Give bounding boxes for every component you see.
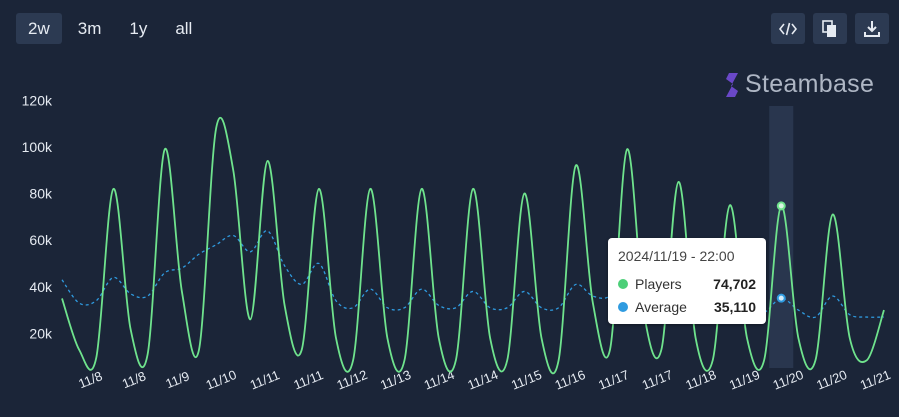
time-range-tabs: 2w 3m 1y all <box>16 13 204 44</box>
x-tick-label: 11/15 <box>509 367 544 393</box>
chart-toolbar <box>771 13 889 44</box>
x-tick-label: 11/13 <box>378 367 413 393</box>
x-tick-label: 11/18 <box>683 367 718 393</box>
y-tick-label: 120k <box>22 92 53 108</box>
tooltip-average-label: Average <box>635 298 687 315</box>
players-hover-point <box>776 201 786 211</box>
tab-all[interactable]: all <box>175 18 193 38</box>
x-tick-label: 11/11 <box>291 367 325 392</box>
y-tick-label: 100k <box>22 139 53 155</box>
x-tick-label: 11/9 <box>163 368 191 391</box>
x-tick-label: 11/14 <box>465 367 500 393</box>
x-tick-label: 11/12 <box>335 367 370 393</box>
x-tick-label: 11/8 <box>120 368 148 391</box>
tooltip-average-value: 35,110 <box>713 298 756 315</box>
y-tick-label: 60k <box>29 232 53 248</box>
x-tick-label: 11/20 <box>814 367 849 393</box>
tab-3m[interactable]: 3m <box>77 18 102 38</box>
x-tick-label: 11/21 <box>858 367 893 393</box>
players-series-line <box>61 116 885 375</box>
average-hover-point <box>776 293 786 303</box>
chart-tooltip: 2024/11/19 - 22:00 Players 74,702 Averag… <box>608 238 766 324</box>
tab-2w[interactable]: 2w <box>16 13 62 44</box>
y-tick-label: 20k <box>29 325 53 341</box>
copy-icon <box>822 19 836 37</box>
copy-button[interactable] <box>813 13 847 44</box>
x-tick-label: 11/20 <box>771 367 806 393</box>
average-series-line <box>61 230 885 319</box>
download-button[interactable] <box>855 13 889 44</box>
y-tick-label: 40k <box>29 279 53 295</box>
download-icon <box>864 20 880 37</box>
code-icon <box>779 22 797 35</box>
tooltip-players-label: Players <box>635 275 682 292</box>
y-tick-label: 80k <box>29 186 53 202</box>
tooltip-row-players: Players 74,702 <box>618 272 756 295</box>
tooltip-title: 2024/11/19 - 22:00 <box>618 248 735 264</box>
x-tick-label: 11/19 <box>727 367 762 393</box>
steambase-logo: Steambase <box>724 70 874 99</box>
tab-1y[interactable]: 1y <box>129 18 148 38</box>
embed-button[interactable] <box>771 13 805 44</box>
x-tick-label: 11/17 <box>640 367 675 393</box>
x-tick-label: 11/11 <box>248 367 282 392</box>
x-tick-label: 11/17 <box>596 367 631 393</box>
tooltip-row-average: Average 35,110 <box>618 295 756 318</box>
x-tick-label: 11/8 <box>76 368 104 391</box>
x-tick-label: 11/10 <box>204 367 239 393</box>
players-legend-dot <box>618 278 628 289</box>
steambase-logo-icon <box>726 72 738 97</box>
hover-highlight-band <box>769 106 794 368</box>
tooltip-players-value: 74,702 <box>713 275 756 292</box>
brand-name: Steambase <box>745 70 875 98</box>
average-legend-dot <box>618 301 628 312</box>
x-tick-label: 11/16 <box>553 367 588 393</box>
